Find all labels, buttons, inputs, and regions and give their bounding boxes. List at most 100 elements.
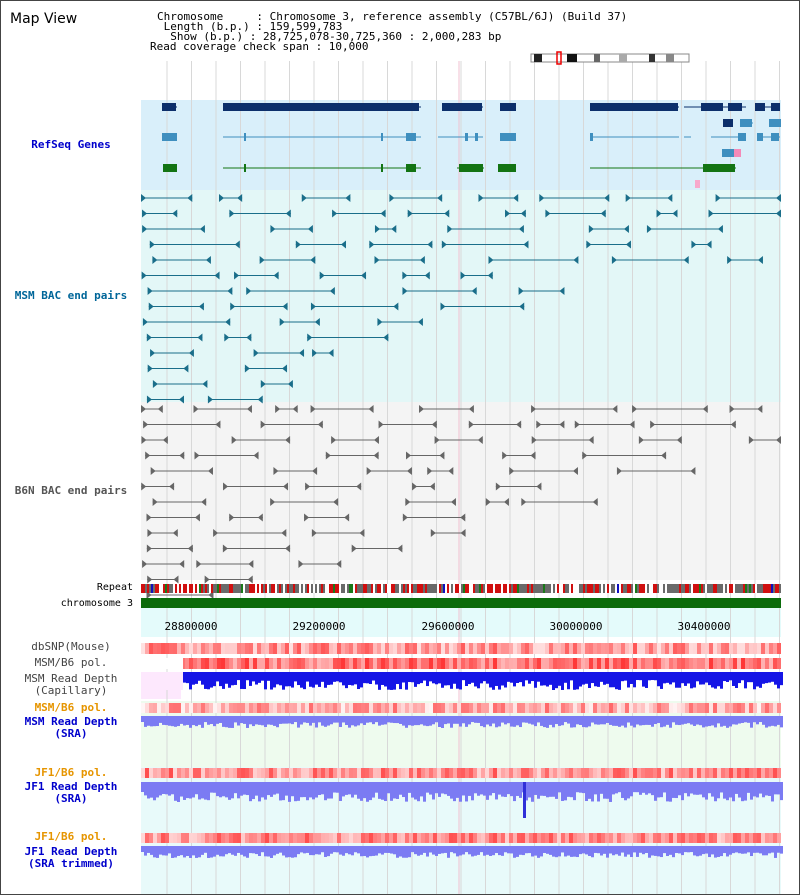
read-depth-bar	[669, 672, 672, 685]
polymorphism-cell	[377, 833, 381, 843]
polymorphism-cell	[689, 833, 693, 843]
read-depth-bar	[168, 716, 171, 726]
polymorphism-cell	[433, 643, 437, 654]
read-depth-bar	[483, 782, 486, 796]
b6n-bac-end	[285, 436, 291, 444]
repeat-bar	[465, 584, 467, 593]
polymorphism-cell	[681, 703, 685, 713]
b6n-bac-end	[147, 575, 153, 584]
read-depth-bar	[537, 716, 540, 723]
read-depth-bar	[714, 782, 717, 802]
repeat-bar	[747, 584, 749, 593]
polymorphism-cell	[637, 833, 641, 843]
read-depth-bar	[696, 672, 699, 682]
repeat-bar	[191, 584, 193, 593]
read-depth-bar	[216, 672, 219, 682]
repeat-bar	[237, 584, 239, 593]
read-depth-bar	[678, 716, 681, 726]
repeat-bar	[693, 584, 695, 593]
read-depth-bar	[210, 846, 213, 858]
b6n-bac-end	[173, 575, 179, 584]
repeat-bar	[435, 584, 437, 593]
read-depth-bar	[294, 672, 297, 682]
polymorphism-cell	[153, 643, 157, 654]
msm-bac-end	[611, 256, 617, 264]
repeat-bar	[389, 584, 391, 593]
polymorphism-cell	[701, 703, 705, 713]
read-depth-bar	[552, 716, 555, 728]
read-depth-bar	[675, 782, 678, 799]
polymorphism-cell	[433, 833, 437, 843]
polymorphism-cell	[537, 643, 541, 654]
polymorphism-cell	[321, 658, 325, 669]
repeat-bar	[647, 584, 649, 593]
repeat-bar	[163, 584, 165, 593]
read-depth-bar	[366, 672, 369, 684]
msm-bac-end	[188, 349, 194, 357]
read-depth-bar	[327, 846, 330, 857]
b6n-bac-end	[204, 575, 210, 584]
polymorphism-cell	[633, 703, 637, 713]
polymorphism-cell	[465, 768, 469, 778]
read-depth-bar	[777, 782, 780, 795]
read-depth-bar	[444, 846, 447, 853]
polymorphism-cell	[729, 643, 733, 654]
polymorphism-cell	[553, 703, 557, 713]
polymorphism-cell	[209, 833, 213, 843]
repeat-bar	[155, 584, 157, 593]
read-depth-bar	[615, 782, 618, 794]
polymorphism-cell	[445, 658, 449, 669]
repeat-bar	[387, 584, 389, 593]
refseq-gene-exon	[465, 133, 468, 141]
read-depth-bar	[594, 716, 597, 725]
polymorphism-cell	[273, 703, 277, 713]
repeat-bar	[713, 584, 715, 593]
read-depth-bar	[444, 716, 447, 725]
polymorphism-cell	[321, 833, 325, 843]
jf1-rd-trim-line1: JF1 Read Depth	[24, 845, 118, 858]
polymorphism-cell	[257, 768, 261, 778]
repeat-bar	[169, 584, 171, 593]
polymorphism-cell	[537, 658, 541, 669]
read-depth-bar	[696, 716, 699, 725]
refseq-gene-exon	[459, 164, 483, 172]
polymorphism-cell	[585, 658, 589, 669]
map-view-title: Map View	[10, 11, 78, 27]
read-depth-bar	[369, 782, 372, 801]
read-depth-bar	[330, 716, 333, 725]
b6n-bac-end	[373, 436, 379, 444]
polymorphism-cell	[757, 658, 761, 669]
read-depth-bar	[744, 782, 747, 801]
repeat-bar	[741, 584, 743, 593]
polymorphism-cell	[725, 768, 729, 778]
polymorphism-cell	[185, 658, 189, 669]
polymorphism-cell	[389, 833, 393, 843]
polymorphism-cell	[357, 768, 361, 778]
polymorphism-cell	[217, 833, 221, 843]
polymorphism-cell	[225, 658, 229, 669]
track-label-b6n-bac[interactable]: B6N BAC end pairs	[14, 484, 128, 497]
repeat-bar	[563, 584, 565, 593]
read-depth-bar	[309, 846, 312, 856]
read-depth-bar	[552, 846, 555, 857]
repeat-bar	[151, 584, 153, 593]
polymorphism-cell	[405, 643, 409, 654]
read-depth-bar	[699, 672, 702, 685]
repeat-bar	[629, 584, 631, 593]
read-depth-bar	[714, 716, 717, 728]
polymorphism-cell	[509, 768, 513, 778]
read-depth-bar	[252, 716, 255, 727]
read-depth-bar	[771, 846, 774, 853]
repeat-bar	[753, 584, 755, 593]
b6n-bac-end	[439, 451, 445, 460]
b6n-bac-end	[412, 482, 418, 491]
read-depth-bar	[384, 672, 387, 687]
read-depth-bar	[765, 846, 768, 856]
track-label-msm-bac[interactable]: MSM BAC end pairs	[14, 289, 128, 302]
read-depth-bar	[180, 716, 183, 724]
read-depth-bar	[729, 782, 732, 798]
repeat-bar	[547, 584, 549, 593]
read-depth-bar	[345, 716, 348, 726]
track-label-refseq[interactable]: RefSeq Genes	[31, 138, 111, 151]
